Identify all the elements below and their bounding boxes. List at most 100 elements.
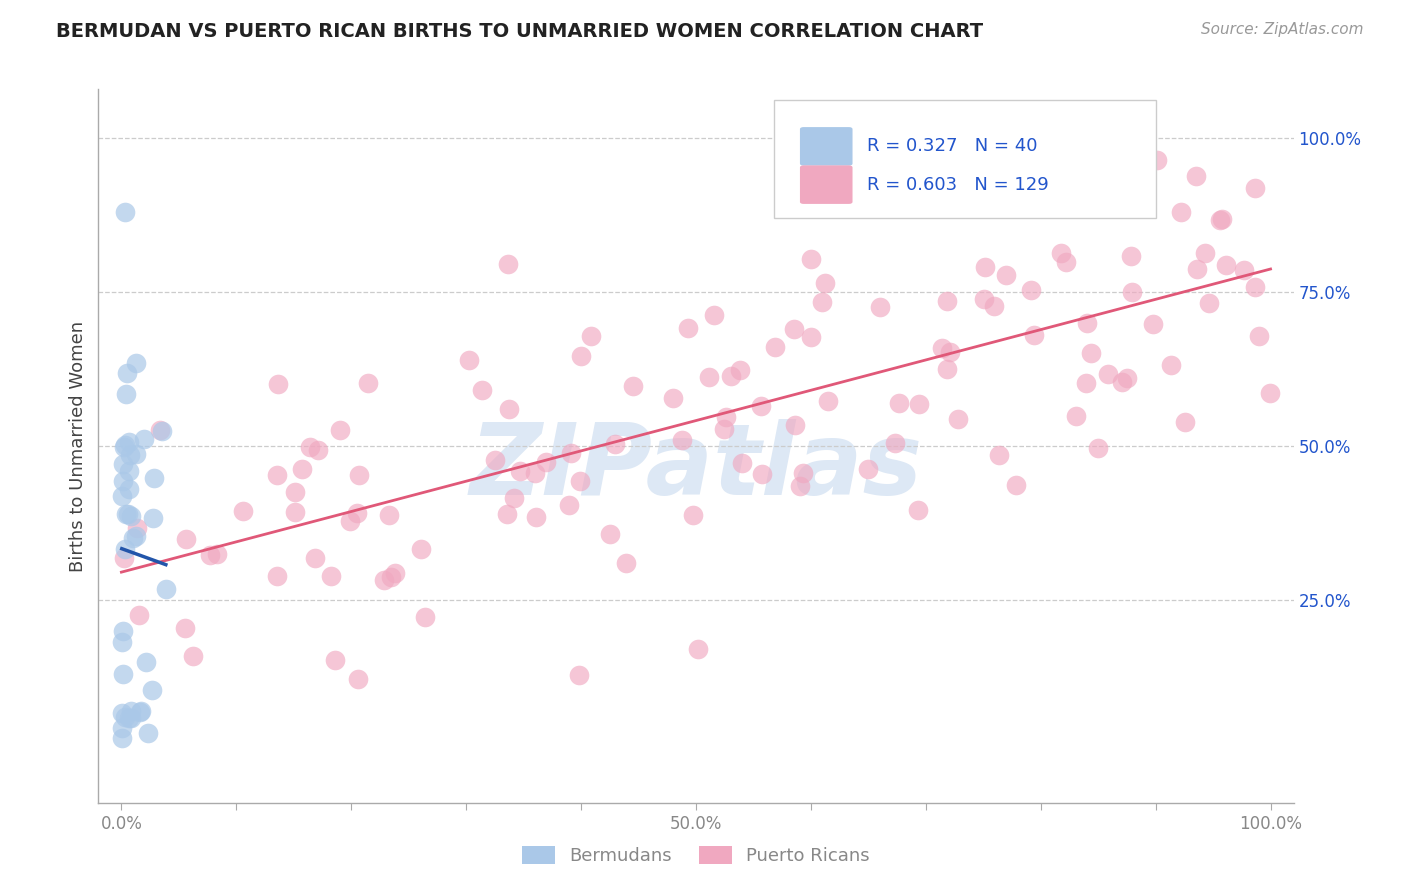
Point — [671, 433, 693, 447]
Point — [498, 401, 520, 416]
Point — [1258, 385, 1281, 400]
Point — [569, 350, 592, 364]
Point — [377, 508, 399, 523]
Text: ZIPatlas: ZIPatlas — [470, 419, 922, 516]
Point — [936, 294, 959, 309]
Point — [111, 706, 134, 720]
Point — [800, 252, 823, 266]
Point — [266, 468, 288, 483]
Point — [413, 610, 436, 624]
Point — [1066, 409, 1088, 423]
Point — [730, 456, 752, 470]
Point — [128, 705, 150, 719]
Point — [174, 621, 197, 635]
Text: BERMUDAN VS PUERTO RICAN BIRTHS TO UNMARRIED WOMEN CORRELATION CHART: BERMUDAN VS PUERTO RICAN BIRTHS TO UNMAR… — [56, 22, 983, 41]
Point — [1050, 246, 1073, 260]
Point — [132, 432, 155, 446]
Point — [783, 417, 806, 432]
Point — [1185, 169, 1208, 183]
Point — [127, 521, 149, 535]
Point — [118, 710, 141, 724]
Point — [266, 569, 288, 583]
Point — [1119, 248, 1142, 262]
Point — [720, 369, 742, 384]
Point — [869, 300, 891, 314]
Point — [118, 482, 141, 496]
Point — [111, 489, 134, 503]
Point — [198, 548, 221, 562]
Point — [1249, 329, 1271, 343]
Point — [118, 449, 141, 463]
Point — [697, 370, 720, 384]
Point — [1115, 370, 1137, 384]
Point — [181, 648, 204, 663]
Point — [1097, 367, 1119, 381]
Point — [1170, 205, 1192, 219]
Point — [135, 655, 157, 669]
Point — [267, 376, 290, 391]
Text: Source: ZipAtlas.com: Source: ZipAtlas.com — [1201, 22, 1364, 37]
Point — [120, 704, 142, 718]
Point — [384, 566, 406, 580]
Legend: Bermudans, Puerto Ricans: Bermudans, Puerto Ricans — [515, 838, 877, 872]
Point — [1194, 246, 1216, 260]
Point — [558, 499, 581, 513]
Point — [120, 711, 142, 725]
Point — [1097, 190, 1119, 204]
Point — [141, 682, 163, 697]
Point — [907, 502, 929, 516]
Point — [503, 491, 526, 506]
Point — [329, 423, 352, 437]
Point — [1233, 263, 1256, 277]
Point — [124, 447, 146, 461]
Point — [728, 362, 751, 376]
Point — [307, 443, 329, 458]
Point — [1142, 317, 1164, 331]
Point — [988, 449, 1011, 463]
Point — [125, 356, 148, 370]
Text: R = 0.327   N = 40: R = 0.327 N = 40 — [868, 137, 1038, 155]
Point — [142, 511, 165, 525]
Point — [1198, 295, 1220, 310]
Point — [579, 329, 602, 343]
Point — [471, 383, 494, 397]
Point — [749, 400, 772, 414]
Point — [1074, 376, 1097, 390]
Point — [946, 412, 969, 426]
Point — [114, 440, 136, 454]
Point — [232, 504, 254, 518]
Point — [817, 394, 839, 409]
Point — [703, 308, 725, 322]
Point — [780, 159, 803, 173]
Point — [1160, 358, 1182, 372]
Point — [1080, 346, 1102, 360]
Point — [908, 397, 931, 411]
Point — [114, 542, 136, 557]
Point — [411, 542, 433, 557]
Point — [811, 294, 834, 309]
Point — [599, 526, 621, 541]
Point — [614, 556, 637, 570]
Point — [1185, 262, 1208, 277]
Point — [284, 484, 307, 499]
Point — [124, 529, 146, 543]
Point — [122, 531, 145, 545]
Point — [939, 345, 962, 359]
Point — [814, 276, 837, 290]
Point — [983, 299, 1005, 313]
Point — [291, 462, 314, 476]
Point — [484, 453, 506, 467]
Point — [111, 458, 134, 472]
Point — [1244, 280, 1267, 294]
Point — [783, 322, 806, 336]
Point — [1063, 139, 1085, 153]
Point — [117, 508, 139, 522]
Point — [118, 435, 141, 450]
Point — [120, 509, 142, 524]
Point — [1019, 283, 1042, 297]
Point — [534, 454, 557, 468]
Point — [496, 257, 519, 271]
Point — [973, 292, 995, 306]
Point — [321, 569, 343, 583]
Point — [112, 550, 135, 565]
